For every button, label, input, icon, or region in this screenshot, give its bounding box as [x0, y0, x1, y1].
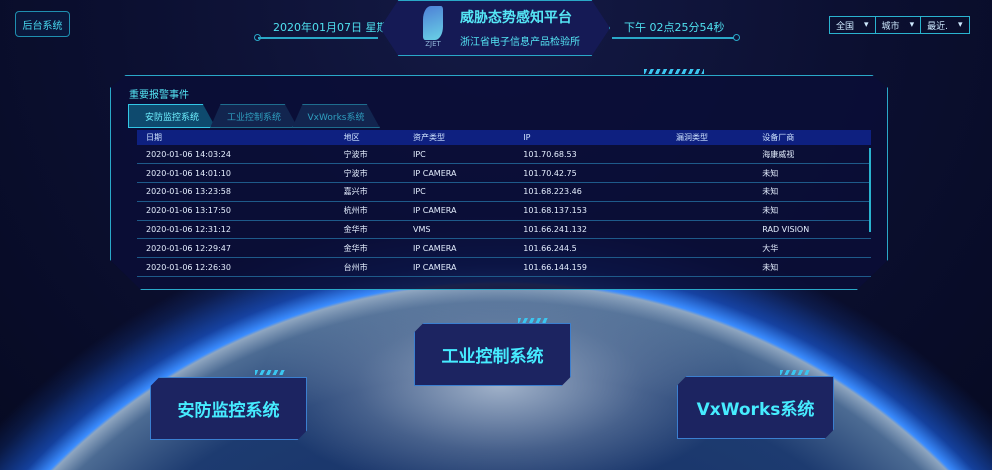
table-row[interactable]: 2020-01-06 14:01:10 宁波市 IP CAMERA 101.70.42… [137, 163, 871, 184]
card-vxworks[interactable]: VxWorks系统 [677, 376, 834, 439]
cell-vuln-type [667, 145, 754, 165]
table-header: 日期 地区 资产类型 IP 漏洞类型 设备厂商 [137, 130, 871, 145]
cell-region: 嘉兴市 [334, 182, 404, 202]
cell-date: 2020-01-06 13:23:58 [137, 182, 335, 202]
filter-group: 全国 ▾ 城市 ▾ 最近. ▾ [829, 16, 970, 34]
table-row[interactable]: 2020-01-06 13:23:58 嘉兴市 IPC 101.68.223.46 未知 [137, 182, 871, 202]
card-security-monitoring[interactable]: 安防监控系统 [150, 377, 307, 440]
divider-dot [733, 34, 740, 41]
card-industrial-control[interactable]: 工业控制系统 [414, 323, 571, 386]
col-asset-type: 资产类型 [404, 130, 515, 145]
chevron-down-icon: ▾ [909, 20, 915, 30]
cell-region: 宁波市 [334, 163, 404, 184]
cell-vuln-type [667, 201, 754, 221]
cell-ip: 101.66.241.132 [514, 220, 668, 240]
decor-stripe [255, 370, 285, 375]
col-region: 地区 [334, 130, 404, 145]
cell-date: 2020-01-06 12:29:47 [137, 238, 335, 259]
cell-ip: 101.68.137.153 [514, 201, 668, 221]
cell-ip: 101.66.244.5 [514, 238, 668, 259]
cell-vendor: 海康威视 [753, 145, 871, 165]
cell-region: 杭州市 [334, 201, 404, 221]
cell-region: 宁波市 [334, 145, 404, 165]
table-row[interactable]: 2020-01-06 12:29:47 金华市 IP CAMERA 101.66.24… [137, 238, 871, 259]
cell-asset-type: VMS [404, 220, 515, 240]
panel-title: 重要报警事件 [129, 90, 189, 101]
cell-asset-type: IP CAMERA [404, 238, 515, 259]
decor-stripe [780, 370, 810, 375]
cell-date: 2020-01-06 13:17:50 [137, 201, 335, 221]
tab-vxworks[interactable]: VxWorks系统 [292, 104, 380, 128]
cell-asset-type: IPC [404, 182, 515, 202]
logo: ZJET [420, 6, 446, 52]
scrollbar[interactable] [869, 148, 871, 232]
cell-vendor: RAD VISION [753, 220, 871, 240]
time-display: 下午 02点25分54秒 [624, 21, 725, 34]
cell-asset-type: IP CAMERA [404, 163, 515, 184]
cell-vendor: 大华 [753, 238, 871, 259]
cell-date: 2020-01-06 12:31:12 [137, 220, 335, 240]
cell-vuln-type [667, 257, 754, 278]
cell-ip: 101.66.144.159 [514, 257, 668, 278]
cell-asset-type: IP CAMERA [404, 257, 515, 278]
tab-industrial-control[interactable]: 工业控制系统 [210, 104, 298, 128]
col-date: 日期 [137, 130, 335, 145]
cell-date: 2020-01-06 14:01:10 [137, 163, 335, 184]
cell-vendor: 未知 [753, 163, 871, 184]
col-vendor: 设备厂商 [753, 130, 871, 145]
cell-vendor: 未知 [753, 257, 871, 278]
cell-vuln-type [667, 220, 754, 240]
cell-asset-type: IPC [404, 145, 515, 165]
page-title: 威胁态势感知平台 [460, 10, 572, 26]
table-row[interactable]: 2020-01-06 14:03:24 宁波市 IPC 101.70.68.53 海康威… [137, 145, 871, 165]
table-row[interactable]: 2020-01-06 12:26:30 台州市 IP CAMERA 101.66.14… [137, 257, 871, 278]
divider-dot [254, 34, 261, 41]
cell-vuln-type [667, 182, 754, 202]
tab-bar: 安防监控系统 工业控制系统 VxWorks系统 [128, 104, 380, 128]
back-office-button[interactable]: 后台系统 [15, 11, 70, 37]
decor-stripe [518, 318, 548, 323]
cell-vendor: 未知 [753, 201, 871, 221]
table-row[interactable]: 2020-01-06 13:17:50 杭州市 IP CAMERA 101.68.13… [137, 201, 871, 221]
cell-ip: 101.70.68.53 [514, 145, 668, 165]
cell-vuln-type [667, 238, 754, 259]
page-subtitle: 浙江省电子信息产品检验所 [460, 37, 580, 48]
city-select[interactable]: 城市 ▾ [874, 16, 922, 34]
decor-stripe [644, 69, 704, 74]
cell-region: 金华市 [334, 238, 404, 259]
chevron-down-icon: ▾ [957, 20, 963, 30]
cell-vendor: 未知 [753, 182, 871, 202]
table-row[interactable]: 2020-01-06 12:31:12 金华市 VMS 101.66.241.132 R… [137, 220, 871, 240]
time-range-select[interactable]: 最近. ▾ [920, 16, 970, 34]
cell-region: 台州市 [334, 257, 404, 278]
cell-date: 2020-01-06 12:26:30 [137, 257, 335, 278]
col-vuln-type: 漏洞类型 [667, 130, 754, 145]
alert-table: 日期 地区 资产类型 IP 漏洞类型 设备厂商 2020-01-06 14:03… [137, 130, 871, 278]
chevron-down-icon: ▾ [864, 20, 869, 30]
cell-vuln-type [667, 163, 754, 184]
col-ip: IP [514, 130, 668, 145]
title-frame [380, 0, 610, 56]
tab-security-monitoring[interactable]: 安防监控系统 [128, 104, 216, 128]
cell-region: 金华市 [334, 220, 404, 240]
date-display: 2020年01月07日 星期二 [273, 21, 399, 34]
divider [612, 37, 734, 39]
cell-date: 2020-01-06 14:03:24 [137, 145, 335, 165]
cell-ip: 101.68.223.46 [514, 182, 668, 202]
cell-asset-type: IP CAMERA [404, 201, 515, 221]
divider [258, 37, 378, 39]
region-select[interactable]: 全国 ▾ [829, 16, 876, 34]
cell-ip: 101.70.42.75 [514, 163, 668, 184]
